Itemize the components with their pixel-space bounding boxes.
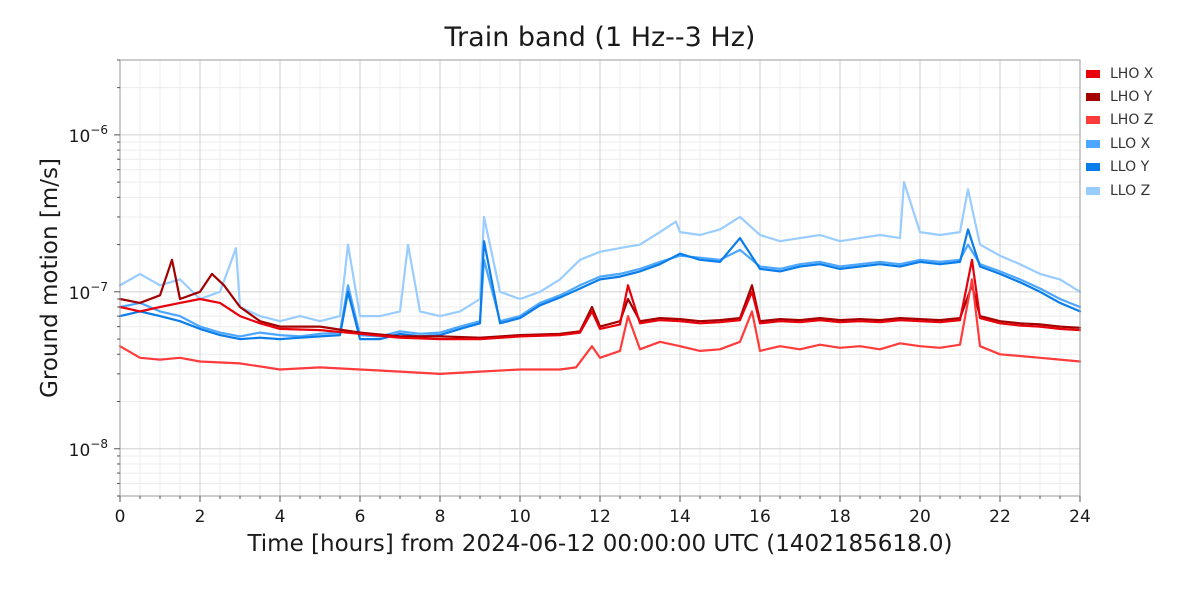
legend-label: LLO Y	[1110, 159, 1150, 176]
x-tick-label: 4	[275, 507, 286, 527]
legend-label: LLO X	[1110, 135, 1151, 152]
x-tick-label: 24	[1069, 507, 1091, 527]
x-tick-label: 0	[115, 507, 126, 527]
legend-item: LHO Y	[1086, 85, 1153, 108]
legend-swatch	[1086, 93, 1100, 102]
x-tick-label: 2	[195, 507, 206, 527]
x-tick-label: 12	[589, 507, 611, 527]
legend-item: LLO Z	[1086, 179, 1153, 202]
legend-label: LHO X	[1110, 65, 1154, 82]
legend-item: LHO X	[1086, 62, 1153, 85]
y-tick-label: 10−8	[69, 437, 108, 461]
series-line-lho-z	[118, 278, 1082, 375]
x-tick-label: 14	[669, 507, 691, 527]
y-tick-label: 10−7	[69, 280, 108, 304]
legend-label: LHO Z	[1110, 112, 1154, 129]
chart-title: Train band (1 Hz--3 Hz)	[444, 22, 756, 53]
x-axis-label: Time [hours] from 2024-06-12 00:00:00 UT…	[247, 531, 953, 557]
x-tick-label: 16	[749, 507, 771, 527]
series-line-lho-x	[118, 258, 1082, 341]
axis-ticks	[114, 59, 1081, 502]
legend-swatch	[1086, 163, 1100, 172]
x-tick-label: 6	[355, 507, 366, 527]
series-layer	[118, 181, 1082, 375]
legend-swatch	[1086, 116, 1100, 125]
x-tick-label: 10	[509, 507, 531, 527]
series-line-llo-y	[118, 228, 1082, 341]
y-axis-label: Ground motion [m/s]	[37, 158, 63, 398]
x-tick-label: 8	[435, 507, 446, 527]
legend-item: LLO X	[1086, 132, 1153, 155]
y-tick-label: 10−6	[69, 123, 108, 147]
legend: LHO X LHO Y LHO Z LLO X LLO Y LLO Z	[1086, 62, 1153, 202]
x-tick-label: 18	[829, 507, 851, 527]
legend-swatch	[1086, 186, 1100, 195]
legend-swatch	[1086, 69, 1100, 78]
series-line-llo-z	[118, 181, 1082, 323]
x-tick-label: 20	[909, 507, 931, 527]
x-tick-label: 22	[989, 507, 1011, 527]
legend-item: LLO Y	[1086, 156, 1153, 179]
legend-swatch	[1086, 139, 1100, 148]
legend-item: LHO Z	[1086, 109, 1153, 132]
series-line-llo-x	[118, 243, 1082, 338]
legend-label: LHO Y	[1110, 89, 1153, 106]
legend-label: LLO Z	[1110, 182, 1151, 199]
